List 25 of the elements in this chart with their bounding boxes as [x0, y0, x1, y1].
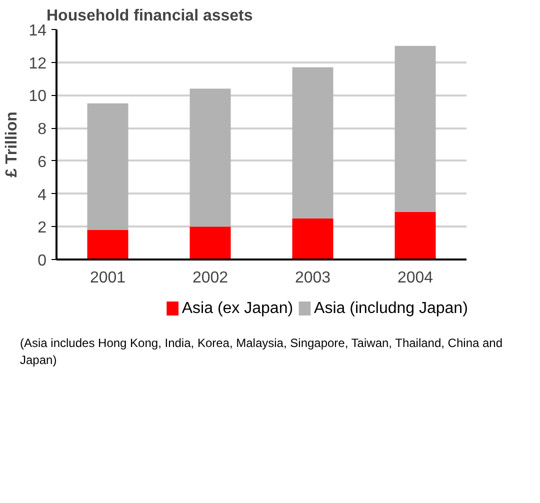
y-tick-label: 14: [28, 22, 47, 40]
y-axis-title: £ Trillion: [4, 112, 21, 178]
bar: [292, 67, 334, 218]
bar: [292, 218, 334, 260]
y-tick-label: 2: [38, 220, 47, 237]
x-tick-label: 2004: [397, 270, 434, 286]
y-tick-label: 0: [38, 252, 47, 270]
bar: [87, 103, 128, 230]
x-tick-label: 2003: [294, 270, 331, 286]
bar: [190, 226, 231, 260]
legend-label: Asia (ex Japan): [182, 300, 294, 317]
y-tick-label: 8: [38, 121, 47, 138]
legend-label: Asia (includng Japan): [314, 300, 468, 317]
y-tick-label: 10: [28, 88, 47, 106]
chart-title: Household financial assets: [46, 8, 253, 24]
y-tick-label: 12: [28, 55, 47, 72]
y-tick-label: 6: [38, 154, 47, 171]
y-tick-label: 4: [38, 186, 47, 204]
x-tick-label: 2002: [192, 270, 228, 286]
bar: [394, 46, 436, 212]
bar: [190, 88, 231, 227]
bar: [394, 212, 436, 260]
text: (Asia includes Hong Kong, India, Korea, Malaysia, Singapore, Taiwan, Thailand, China and Japan): [20, 335, 504, 370]
x-tick-label: 2001: [90, 270, 126, 286]
bar: [87, 230, 128, 260]
